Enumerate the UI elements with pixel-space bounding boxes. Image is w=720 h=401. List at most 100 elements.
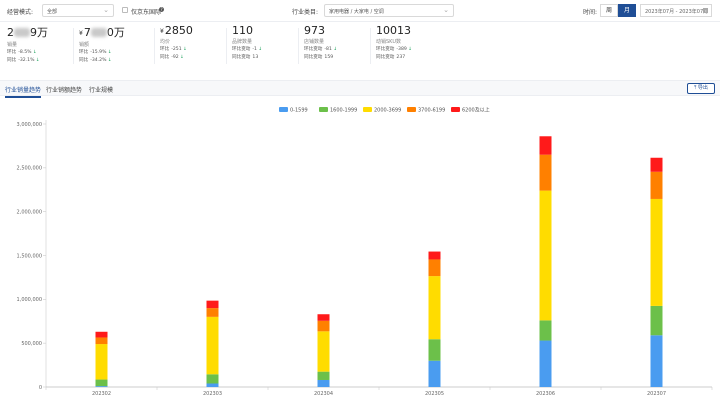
bar-segment (206, 374, 219, 384)
legend-swatch (363, 107, 372, 112)
bar-segment (539, 136, 552, 155)
kpi-value-prefix: 2850 (164, 24, 193, 37)
kpi-name: 品牌数量 (232, 39, 253, 45)
arrow-down-icon: ↓ (406, 47, 413, 52)
kpi-divider (73, 28, 74, 64)
y-tick-label: 0 (39, 385, 42, 391)
date-range-picker[interactable]: 2023年07月 - 2023年07月 (640, 4, 712, 17)
kpi-change-yoy: 同比 -92 ↓ (160, 54, 193, 61)
tab-industry-scale[interactable]: 行业规模 (89, 87, 114, 94)
y-tick-label: 500,000 (21, 341, 42, 347)
bar-segment (95, 331, 108, 338)
kpi-change-yoy: 同比变动 237 (376, 54, 412, 61)
kpi-name: 销量 (7, 42, 18, 48)
legend-swatch (451, 107, 460, 112)
tab-sales-volume-trend[interactable]: 行业销量趋势 (5, 87, 42, 98)
arrow-down-icon: ↓ (178, 55, 184, 60)
arrow-down-icon: ↓ (106, 58, 112, 63)
kpi-change-yoy-label: 同比变动 (376, 55, 395, 60)
export-button[interactable]: ⤒ 导出 (687, 83, 715, 94)
kpi-card: ¥7 0万 销额 环比 -15.9% ↓ 同比 -34.2% ↓ (79, 24, 125, 64)
y-tick-label: 1,000,000 (17, 297, 42, 303)
kpi-change-mom-label: 环比变动 (376, 47, 395, 52)
mode-label: 经营模式: (7, 9, 34, 16)
bar-segment (650, 305, 663, 336)
bar-segment (428, 259, 441, 277)
kpi-value-suffix: 0万 (106, 26, 125, 39)
legend-label: 6200及以上 (462, 107, 490, 114)
y-tick-label: 2,000,000 (17, 209, 42, 215)
kpi-change-yoy-label: 同比变动 (304, 55, 323, 60)
tab-bar: 行业销量趋势 行业销额趋势 行业规模 ⤒ 导出 (0, 80, 720, 98)
kpi-change-mom-value: -8.5% (18, 50, 32, 55)
x-tick-label: 202303 (203, 391, 222, 397)
kpi-change-mom-value: -251 (171, 47, 182, 52)
export-icon: ⤒ (694, 85, 698, 91)
bar-segment (650, 335, 663, 387)
kpi-card: ¥2850 均价 环比 -251 ↓ 同比 -92 ↓ (160, 24, 193, 61)
kpi-change-mom-label: 环比 (79, 50, 89, 55)
kpi-divider (226, 28, 227, 64)
period-week-button[interactable]: 周 (600, 4, 618, 17)
export-label: 导出 (697, 85, 708, 91)
kpi-change-yoy-label: 同比 (7, 58, 17, 63)
mode-select[interactable]: 全部 ⌄ (42, 4, 114, 17)
bar-segment (206, 300, 219, 309)
bar-segment (206, 308, 219, 317)
mode-select-value: 全部 (47, 9, 58, 15)
kpi-divider (154, 28, 155, 64)
bar-segment (539, 154, 552, 191)
kpi-card: 10013 动销SKU数 环比变动 -389 ↓ 同比变动 237 (376, 24, 412, 61)
bar-segment (428, 339, 441, 361)
kpi-change-mom-value: -15.9% (90, 50, 107, 55)
x-tick-label: 202307 (647, 391, 666, 397)
jd-only-label: 仅京东国际 (131, 9, 162, 16)
bar-segment (650, 171, 663, 199)
kpi-value-prefix: 110 (232, 24, 253, 37)
bar-segment (206, 383, 219, 387)
kpi-change-yoy-value: 13 (252, 55, 259, 60)
legend-label: 1600-1999 (330, 108, 357, 114)
period-month-button[interactable]: 月 (618, 4, 636, 17)
arrow-down-icon: ↓ (256, 47, 263, 52)
bar-segment (539, 340, 552, 387)
kpi-divider (370, 28, 371, 64)
category-select[interactable]: 家用电器 / 大家电 / 空调 ⌄ (324, 4, 454, 17)
kpi-card: 2 9万 销量 环比 -8.5% ↓ 同比 -32.1% ↓ (7, 24, 48, 64)
date-range-value: 2023年07月 - 2023年07月 (645, 9, 709, 15)
kpi-change-yoy-value: -32.1% (18, 58, 35, 63)
bar-segment (650, 157, 663, 172)
bar-segment (95, 386, 108, 387)
arrow-down-icon: ↓ (331, 47, 338, 52)
currency-symbol: ¥ (160, 28, 164, 35)
bar-segment (428, 251, 441, 260)
y-tick-label: 2,500,000 (17, 166, 42, 172)
tab-sales-amount-trend[interactable]: 行业销额趋势 (46, 87, 83, 94)
kpi-value: 110 (232, 24, 262, 37)
kpi-card: 110 品牌数量 环比变动 -1 ↓ 同比变动 13 (232, 24, 262, 61)
x-tick-label: 202306 (536, 391, 555, 397)
kpi-change-mom-value: -81 (324, 47, 332, 52)
kpi-change-yoy: 同比变动 159 (304, 54, 337, 61)
bar-segment (317, 331, 330, 372)
bar-segment (317, 371, 330, 380)
kpi-divider (298, 28, 299, 64)
blurred-value (14, 28, 30, 37)
info-icon[interactable]: ? (159, 7, 164, 12)
kpi-value: 10013 (376, 24, 412, 37)
bar-segment (650, 198, 663, 306)
kpi-change-mom: 环比变动 -81 ↓ (304, 46, 337, 53)
bar-segment (206, 316, 219, 375)
blurred-value (90, 28, 107, 37)
legend-label: 3700-6199 (418, 108, 445, 114)
chevron-down-icon: ⌄ (103, 6, 109, 14)
calendar-icon (703, 8, 708, 13)
kpi-value: 973 (304, 24, 337, 37)
jd-only-checkbox[interactable] (122, 7, 128, 13)
kpi-change-mom-value: -1 (252, 47, 257, 52)
category-select-value: 家用电器 / 大家电 / 空调 (329, 9, 384, 15)
kpi-value: ¥2850 (160, 24, 193, 37)
legend-label: 0-1599 (290, 108, 308, 114)
kpi-change-yoy-label: 同比 (160, 55, 170, 60)
bar-segment (95, 344, 108, 380)
